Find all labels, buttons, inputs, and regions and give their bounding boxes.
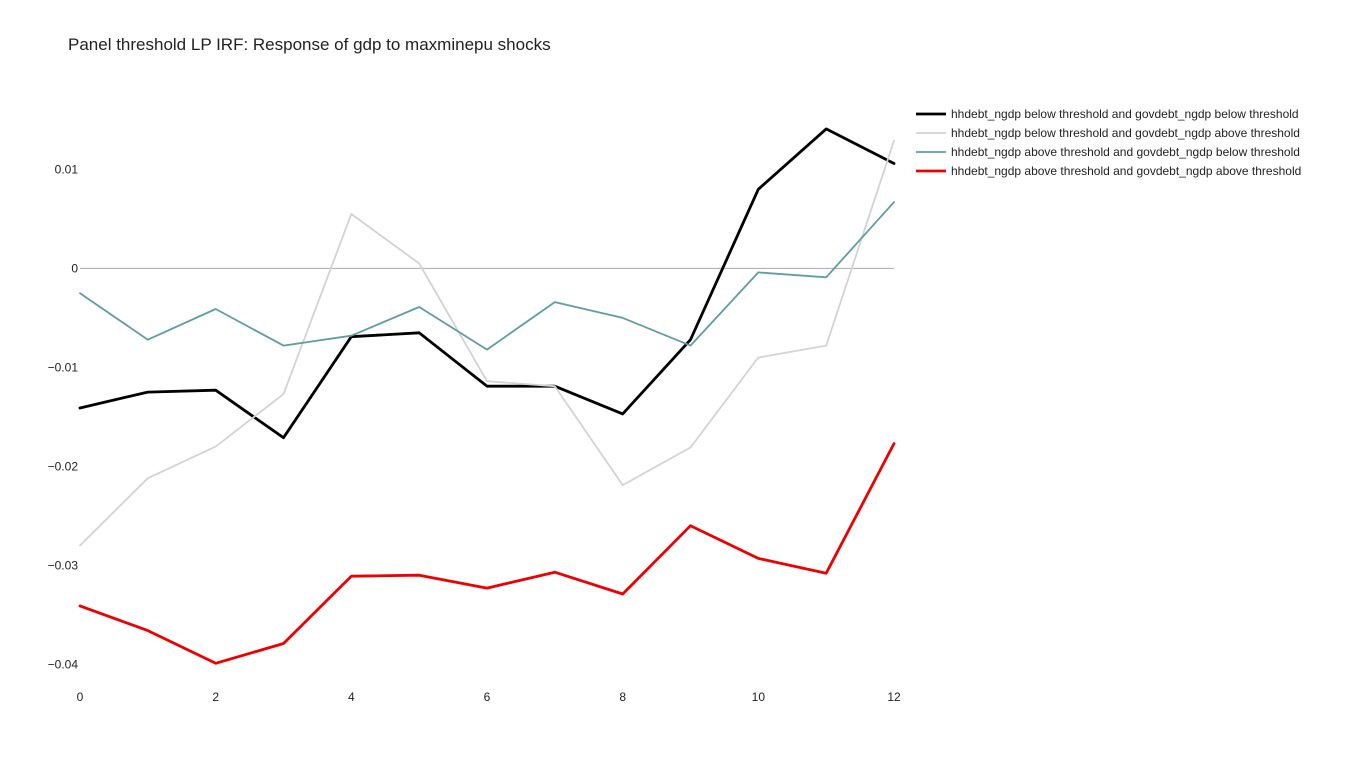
y-tick-label: −0.02 [48,459,79,473]
y-tick-label: −0.01 [48,360,79,374]
y-tick-label: 0.01 [55,162,79,176]
legend[interactable]: hhdebt_ngdp below threshold and govdebt_… [916,107,1301,178]
x-tick-label: 12 [887,690,901,704]
legend-item-4[interactable]: hhdebt_ngdp above threshold and govdebt_… [916,164,1301,178]
legend-label: hhdebt_ngdp above threshold and govdebt_… [951,145,1300,159]
y-tick-label: −0.04 [48,657,79,671]
series-line-4 [78,442,896,665]
series-line-2 [79,139,895,547]
x-tick-label: 2 [212,690,219,704]
x-tick-label: 8 [619,690,626,704]
legend-label: hhdebt_ngdp above threshold and govdebt_… [951,164,1301,178]
legend-item-3[interactable]: hhdebt_ngdp above threshold and govdebt_… [916,145,1300,159]
plot-series [78,127,896,665]
series-line-1 [78,127,896,440]
x-tick-label: 6 [484,690,491,704]
y-tick-label: 0 [71,261,78,275]
series-line-3 [79,201,895,351]
legend-label: hhdebt_ngdp below threshold and govdebt_… [951,107,1299,121]
legend-label: hhdebt_ngdp below threshold and govdebt_… [951,126,1300,140]
x-tick-label: 4 [348,690,355,704]
y-axis-ticks: 0.01 0 −0.01 −0.02 −0.03 −0.04 [48,162,79,671]
x-tick-label: 0 [77,690,84,704]
chart-title: Panel threshold LP IRF: Response of gdp … [68,35,551,54]
legend-item-2[interactable]: hhdebt_ngdp below threshold and govdebt_… [916,126,1300,140]
x-tick-label: 10 [752,690,766,704]
y-tick-label: −0.03 [48,558,79,572]
x-axis-ticks: 0 2 4 6 8 10 12 [77,690,901,704]
legend-item-1[interactable]: hhdebt_ngdp below threshold and govdebt_… [916,107,1299,121]
